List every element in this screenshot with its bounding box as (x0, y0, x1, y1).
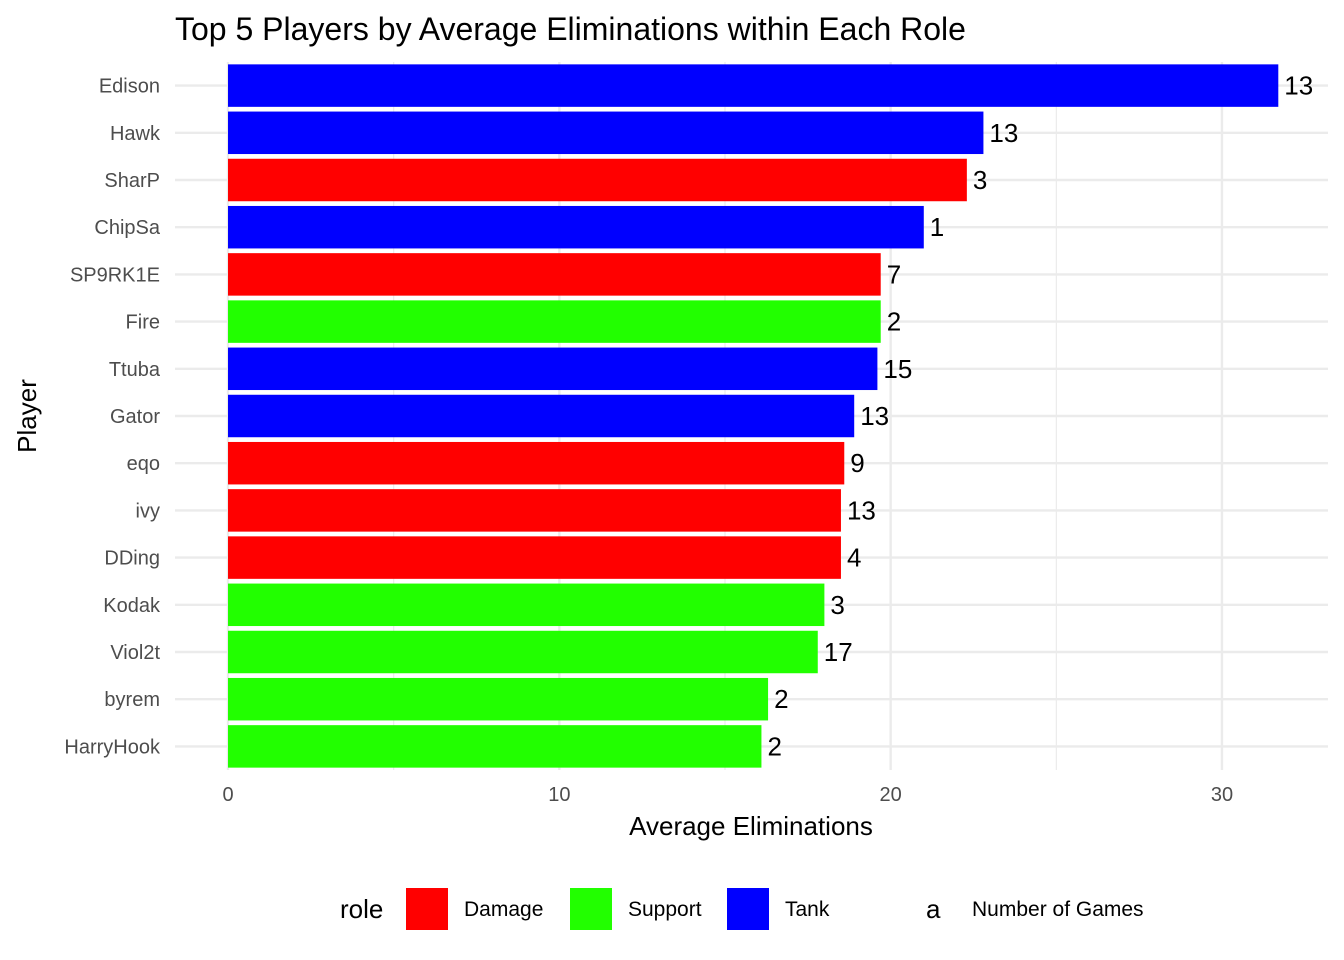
legend-title-label: a (926, 894, 941, 924)
bar-value-label: 2 (774, 684, 788, 714)
legend-key-tank (727, 888, 769, 930)
bar-value-label: 7 (887, 259, 901, 289)
y-tick-label: Hawk (110, 123, 161, 145)
bar-dding (228, 536, 841, 579)
bar-eqo (228, 441, 845, 485)
y-tick-label: byrem (104, 689, 160, 711)
x-tick-label: 20 (880, 784, 902, 806)
bar-kodak (228, 583, 825, 627)
legend: role Damage Support Tank a Number of Games (340, 888, 1144, 930)
bar-edison (228, 64, 1279, 107)
y-tick-label: Fire (126, 312, 160, 334)
bar-harryhook (228, 725, 762, 768)
bar-value-label: 2 (887, 307, 901, 337)
y-tick-label: SP9RK1E (70, 264, 160, 286)
y-tick-label: eqo (127, 453, 160, 475)
legend-label-tank: Tank (785, 898, 830, 921)
legend-key-damage (406, 888, 448, 930)
bar-gator (228, 394, 855, 438)
bar-viol2t (228, 630, 818, 674)
bar-value-label: 17 (824, 637, 853, 667)
legend-label-entry: Number of Games (972, 898, 1144, 921)
bar-value-label: 3 (830, 590, 844, 620)
y-tick-label: ivy (136, 500, 160, 522)
bar-value-label: 13 (847, 495, 876, 525)
bar-value-label: 13 (989, 118, 1018, 148)
y-tick-label: Viol2t (110, 642, 160, 664)
y-tick-label: Gator (110, 406, 160, 428)
bar-value-label: 4 (847, 543, 861, 573)
bar-value-label: 15 (883, 354, 912, 384)
y-tick-label: ChipSa (94, 217, 160, 239)
y-tick-label: SharP (104, 170, 160, 192)
y-tick-labels: Edison Hawk SharP ChipSa SP9RK1E Fire Ttuba Gat… (64, 76, 161, 759)
y-tick-label: Kodak (103, 595, 161, 617)
bar-value-label: 2 (767, 731, 781, 761)
y-tick-label: Ttuba (109, 359, 161, 381)
legend-label-damage: Damage (464, 898, 543, 921)
x-tick-label: 30 (1211, 784, 1233, 806)
bar-sharp (228, 158, 967, 202)
y-tick-label: HarryHook (64, 736, 161, 758)
bar-sp9rk1e (228, 253, 881, 296)
bar-value-label: 1 (930, 212, 944, 242)
y-axis-title: Player (12, 379, 42, 453)
bar-value-label: 9 (850, 448, 864, 478)
bar-hawk (228, 111, 984, 155)
bar-value-label: 13 (860, 401, 889, 431)
y-tick-label: DDing (104, 548, 160, 570)
x-tick-label: 10 (548, 784, 570, 806)
legend-entries: Damage Support Tank (406, 888, 830, 930)
bar-value-label: 13 (1284, 71, 1313, 101)
x-axis-title: Average Eliminations (629, 811, 873, 841)
bar-fire (228, 300, 881, 343)
legend-key-support (570, 888, 612, 930)
legend-title-role: role (340, 894, 383, 924)
bar-ttuba (228, 347, 878, 391)
bar-chipsa (228, 205, 924, 249)
x-tick-label: 0 (222, 784, 233, 806)
y-tick-label: Edison (99, 76, 160, 98)
chart-title: Top 5 Players by Average Eliminations wi… (175, 11, 966, 47)
legend-label-support: Support (628, 898, 702, 921)
x-tick-labels: 0 10 20 30 (222, 784, 1233, 806)
bars (228, 64, 1279, 768)
bar-ivy (228, 489, 841, 532)
bar-byrem (228, 677, 769, 721)
bar-value-label: 3 (973, 165, 987, 195)
